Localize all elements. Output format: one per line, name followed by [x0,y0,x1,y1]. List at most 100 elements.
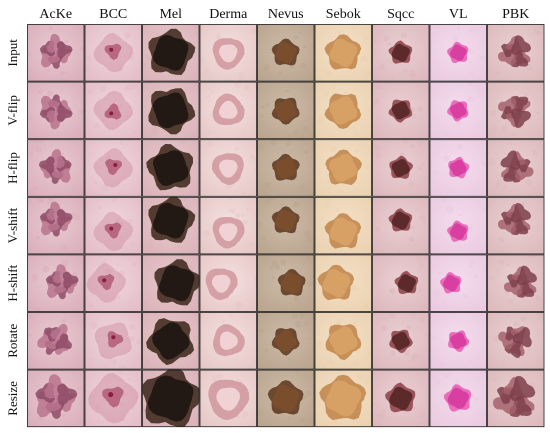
lesion-bcc [88,372,139,424]
column-label-sebok: Sebok [326,7,361,22]
column-label-acke: AcKe [39,7,72,22]
cell-vl-input [429,24,487,82]
lesion-derma [212,93,245,125]
lesion-acke [38,149,72,184]
lesion-acke [45,264,79,300]
cell-sqcc-h-shift [372,254,430,312]
lesion-vl [440,272,462,294]
cell-bcc-h-flip [84,139,142,197]
cell-vl-v-flip [429,81,487,140]
lesion-vl [447,41,469,63]
cell-sebok-v-shift [314,196,372,255]
column-label-vl: VL [449,7,468,22]
lesion-nevus [267,380,304,415]
row-label-rotate: Rotate [5,324,20,358]
cell-pbk-v-flip [487,81,545,140]
column-label-derma: Derma [209,7,248,22]
lesion-bcc [86,263,126,303]
lesion-derma [212,38,245,70]
cell-bcc-v-flip [84,81,142,140]
lesion-nevus [271,97,300,125]
cell-acke-rotate [27,312,85,370]
cell-acke-v-flip [27,81,85,140]
cell-mel-v-flip [142,81,200,140]
cell-bcc-v-shift [84,196,142,255]
row-labels: Input V-flip H-flip V-shift H-shift Rotate Res… [5,39,20,416]
cell-mel-h-shift [142,254,200,312]
cell-pbk-input [487,24,545,82]
column-label-sqcc: Sqcc [387,7,414,22]
cell-vl-rotate [429,312,487,370]
cell-mel-rotate [142,312,200,370]
cell-vl-resize [429,369,487,428]
cell-nevus-v-flip [257,81,315,140]
column-label-pbk: PBK [502,7,529,22]
lesion-vl [448,156,470,179]
cell-acke-h-shift [27,254,85,312]
lesion-mel [148,28,196,75]
lesion-sqcc [389,329,413,354]
row-label-v-shift: V-shift [5,207,20,243]
lesion-pbk [497,35,532,68]
cell-sqcc-v-shift [372,196,430,255]
lesion-mel [142,369,200,427]
lesion-derma [212,217,245,249]
cell-pbk-h-shift [487,254,545,312]
column-label-bcc: BCC [99,7,127,22]
lesion-sqcc [388,99,413,123]
lesion-derma [205,268,238,301]
lesion-pbk [498,326,532,358]
cell-derma-input [199,24,257,82]
cell-bcc-input [84,24,142,82]
cell-sqcc-v-flip [372,81,430,140]
lesion-bcc [93,148,133,188]
lesion-vl [448,330,470,353]
lesion-sebok [324,93,362,129]
cell-bcc-resize [84,369,142,428]
cell-sebok-input [314,24,372,82]
lesion-pbk [500,150,534,183]
lesion-derma [213,324,245,357]
lesion-sqcc [385,382,416,413]
lesion-mel [146,144,194,191]
lesion-mel [154,259,200,306]
cell-sqcc-resize [372,369,430,428]
column-labels: AcKe BCC Mel Derma Nevus Sebok Sqcc VL PBK [39,7,529,22]
lesion-sebok [317,264,355,301]
cell-mel-resize [142,369,200,428]
cell-acke-h-flip [27,139,85,197]
lesion-nevus [271,38,300,66]
lesion-vl [447,100,469,122]
cell-vl-h-shift [429,254,487,312]
lesion-bcc [94,322,132,360]
lesion-sqcc [388,40,413,64]
cell-bcc-h-shift [84,254,142,312]
cell-pbk-resize [487,369,545,428]
image-grid [27,24,545,428]
cell-vl-h-flip [429,139,487,197]
lesion-acke [39,201,73,237]
cell-pbk-v-shift [487,196,545,255]
cell-derma-v-flip [199,81,257,140]
cell-acke-resize [27,369,85,428]
lesion-sebok [325,324,362,361]
lesion-sebok [324,213,362,249]
lesion-acke [39,94,73,130]
lesion-sqcc [394,270,419,295]
row-label-h-flip: H-flip [5,152,20,184]
lesion-mel [148,88,196,135]
cell-sebok-resize [314,369,372,428]
cell-derma-v-shift [199,196,257,255]
cell-sebok-rotate [314,312,372,370]
cell-acke-input [27,24,85,82]
cell-nevus-resize [257,369,315,428]
cell-nevus-input [257,24,315,82]
lesion-derma [211,153,244,185]
cell-vl-v-shift [429,196,487,255]
cell-acke-v-shift [27,196,85,255]
lesion-bcc [93,90,133,131]
lesion-derma [208,379,250,421]
lesion-pbk [492,375,536,417]
cell-derma-h-flip [199,139,257,197]
